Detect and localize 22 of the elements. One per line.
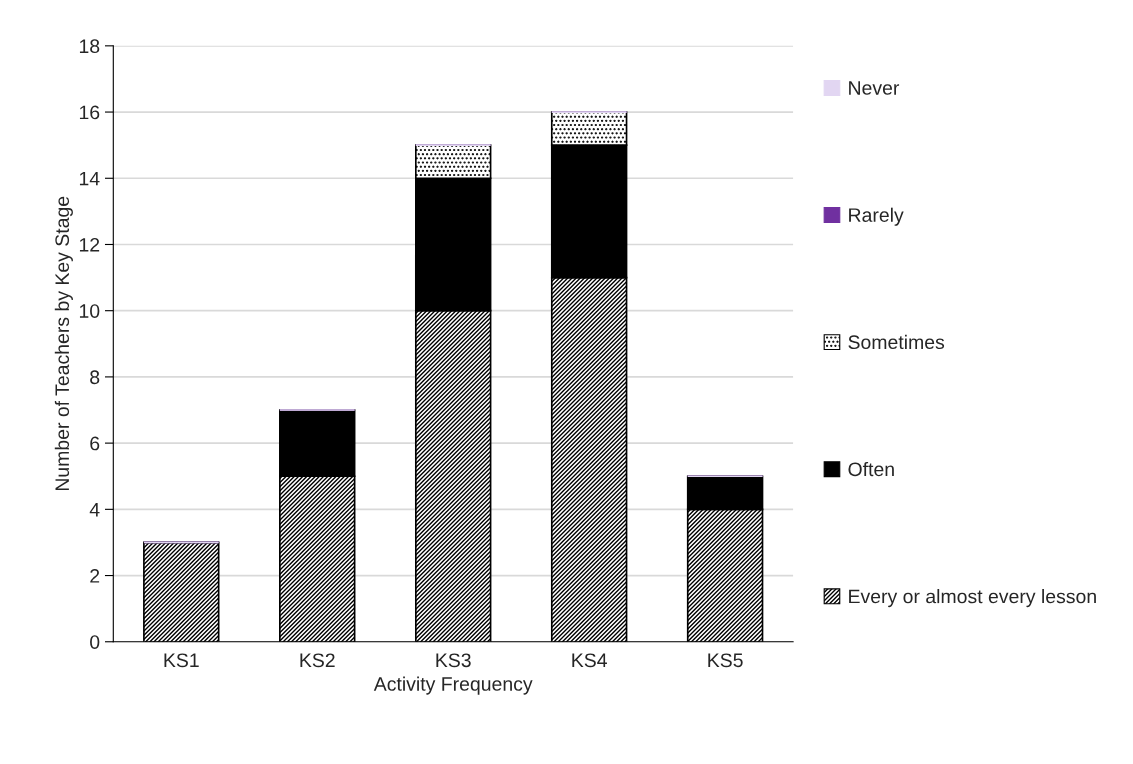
legend-label: Never [849, 81, 900, 95]
x-axis-title: Activity Frequency [373, 676, 533, 695]
x-tick-label: KS2 [300, 653, 335, 668]
y-tick-label: 10 [79, 304, 100, 318]
x-tick-label: KS1 [164, 653, 199, 668]
y-tick-label: 8 [90, 370, 100, 385]
legend-label: Sometimes [848, 334, 945, 350]
y-tick-label: 4 [89, 503, 100, 517]
x-tick-label: KS4 [572, 653, 607, 668]
y-tick-label: 18 [79, 39, 100, 54]
legend-label: Often [848, 461, 894, 477]
x-tick-label: KS5 [708, 653, 743, 668]
y-tick-label: 16 [79, 105, 100, 120]
y-tick-label: 12 [79, 237, 100, 252]
y-tick-label: 2 [90, 569, 100, 583]
y-tick-label: 6 [90, 436, 100, 451]
y-tick-label: 14 [79, 171, 100, 186]
x-tick-label: KS3 [436, 653, 471, 668]
legend-label: Every or almost every lesson [849, 589, 1096, 608]
y-tick-label: 0 [90, 635, 100, 649]
legend-label: Rarely [849, 207, 904, 226]
y-axis-title: Number of Teachers by Key Stage [54, 196, 73, 491]
